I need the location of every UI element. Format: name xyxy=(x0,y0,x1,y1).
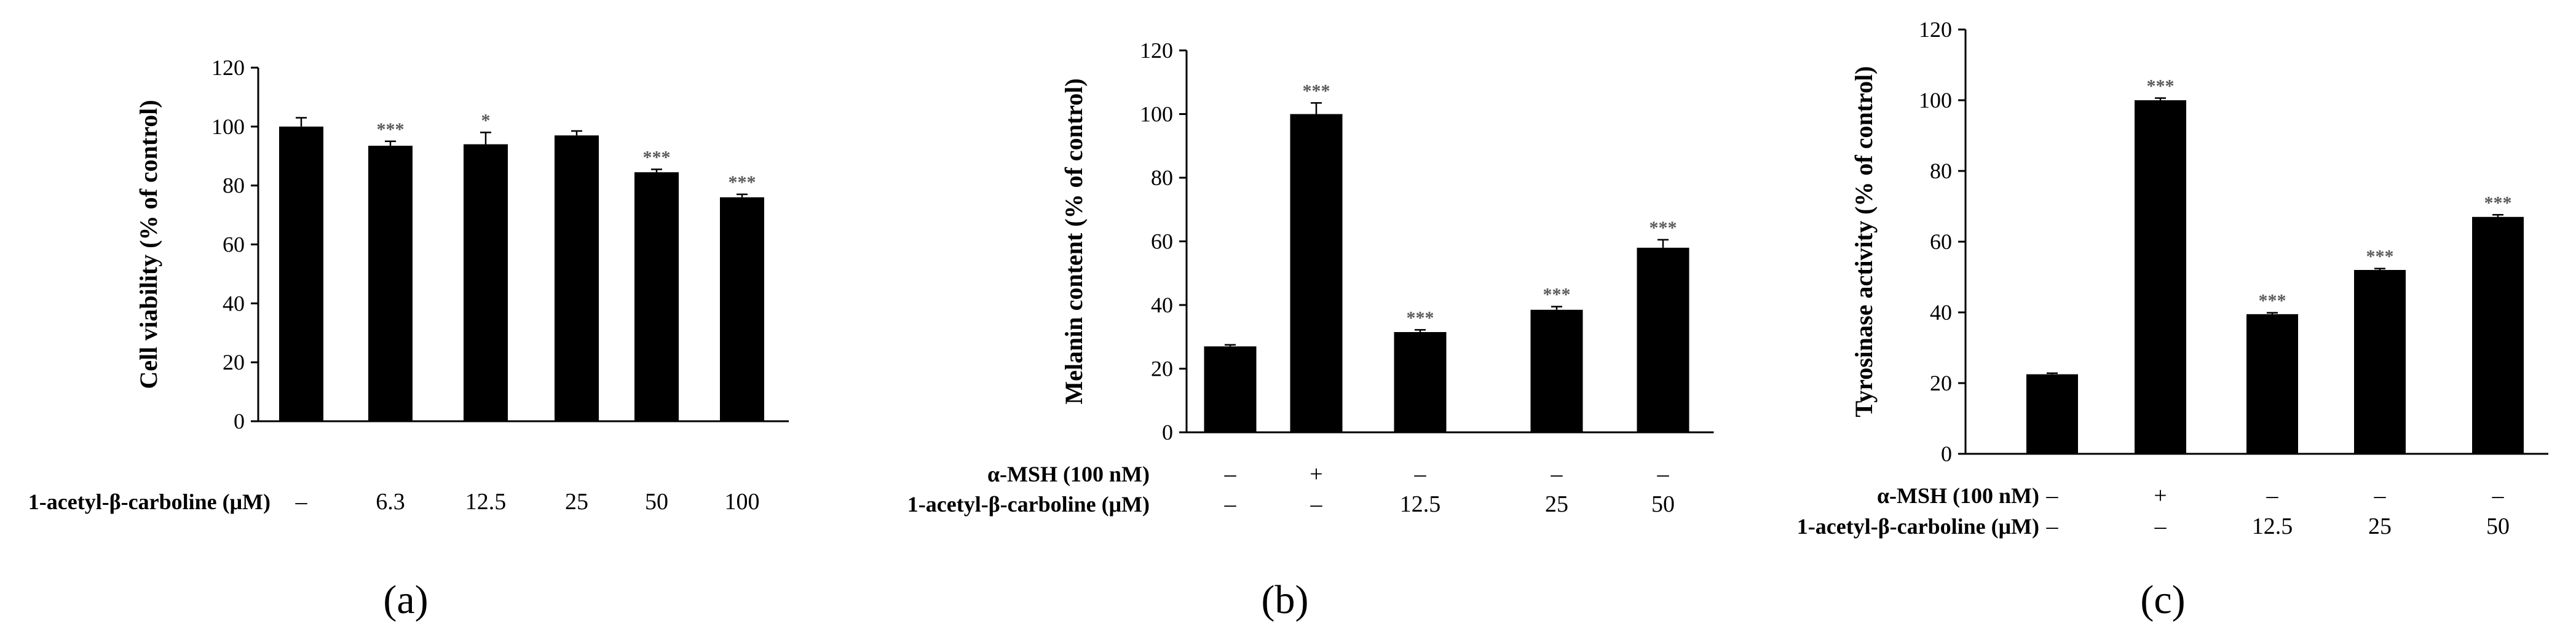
treatment-row-label: α-MSH (100 nM) xyxy=(987,462,1150,486)
y-tick-label: 0 xyxy=(234,409,245,434)
x-tick-label: – xyxy=(1551,461,1563,487)
significance-label: *** xyxy=(729,172,756,192)
x-tick-label: – xyxy=(2492,483,2505,509)
x-tick-label: 6.3 xyxy=(376,489,405,515)
bar xyxy=(368,145,413,421)
significance-label: *** xyxy=(2366,247,2394,267)
y-axis-label: Melanin content (% of control) xyxy=(1060,78,1088,404)
x-tick-label: – xyxy=(1414,461,1427,487)
y-tick-label: 120 xyxy=(1140,38,1173,63)
x-tick-label: 50 xyxy=(645,489,668,515)
x-tick-label: – xyxy=(2374,483,2387,509)
x-tick-label: 100 xyxy=(725,489,760,515)
y-tick-label: 100 xyxy=(1919,88,1952,113)
x-tick-label: – xyxy=(1310,491,1323,517)
bar xyxy=(634,172,679,421)
y-tick-label: 0 xyxy=(1941,442,1952,466)
significance-label: *** xyxy=(1650,218,1677,238)
x-tick-label: 25 xyxy=(1545,491,1568,517)
bar xyxy=(555,135,599,422)
x-tick-label: – xyxy=(2046,483,2059,509)
bar xyxy=(1204,346,1257,432)
bar xyxy=(2026,374,2078,454)
panel-c-chart: 0 20 40 60 80 100 120 Tyrosinase activity (% of… xyxy=(1797,17,2548,622)
bar xyxy=(1530,309,1583,432)
significance-label: *** xyxy=(2147,76,2175,97)
x-tick-label: 12.5 xyxy=(2252,513,2293,539)
bar xyxy=(2472,216,2524,454)
y-tick-label: 80 xyxy=(1151,165,1173,190)
bar xyxy=(720,197,764,421)
bar xyxy=(2135,100,2186,454)
x-tick-label: + xyxy=(1310,461,1322,487)
panel-a-chart: 0 20 40 60 80 100 120 Cell viability (% of cont… xyxy=(28,55,789,622)
significance-label: *** xyxy=(377,119,405,140)
treatment-row-label: 1-acetyl-β-carboline (μM) xyxy=(1797,514,2039,539)
y-tick-label: 0 xyxy=(1162,420,1173,445)
x-tick-label: 12.5 xyxy=(465,489,507,515)
x-tick-label: 25 xyxy=(2368,513,2392,539)
significance-label: *** xyxy=(1407,307,1434,328)
y-axis-label: Tyrosinase activity (% of control) xyxy=(1850,66,1878,417)
x-tick-label: 50 xyxy=(2486,513,2510,539)
panel-b-chart: 0 20 40 60 80 100 120 Melanin content (% of con… xyxy=(907,38,1714,622)
significance-label: *** xyxy=(1543,285,1571,305)
bar xyxy=(2354,270,2406,454)
x-tick-label: – xyxy=(295,489,308,515)
y-tick-label: 20 xyxy=(1930,371,1952,395)
significance-label: *** xyxy=(1303,81,1330,101)
x-tick-label: 50 xyxy=(1651,491,1675,517)
bar xyxy=(1290,114,1343,432)
y-tick-label: 20 xyxy=(1151,357,1173,381)
x-tick-label: – xyxy=(2154,513,2167,539)
y-tick-label: 80 xyxy=(223,173,245,198)
y-tick-label: 20 xyxy=(223,350,245,374)
y-tick-label: 80 xyxy=(1930,159,1952,183)
y-tick-label: 40 xyxy=(1151,293,1173,317)
y-tick-label: 60 xyxy=(223,232,245,257)
bar xyxy=(2246,314,2298,454)
bar xyxy=(279,126,323,422)
x-tick-label: – xyxy=(1224,491,1237,517)
treatment-row-label: α-MSH (100 nM) xyxy=(1877,483,2039,508)
x-tick-label: – xyxy=(1224,461,1237,487)
x-tick-label: 25 xyxy=(565,489,588,515)
treatment-row-label: 1-acetyl-β-carboline (μM) xyxy=(28,489,271,514)
significance-label: *** xyxy=(2484,192,2512,213)
panel-label: (c) xyxy=(2140,577,2185,622)
y-tick-label: 60 xyxy=(1930,229,1952,254)
x-tick-label: 12.5 xyxy=(1400,491,1441,517)
x-tick-label: – xyxy=(2046,513,2059,539)
y-axis-label: Cell viability (% of control) xyxy=(135,100,162,389)
significance-label: * xyxy=(481,110,491,130)
y-tick-label: 40 xyxy=(223,291,245,315)
bar xyxy=(1394,331,1447,432)
x-tick-label: – xyxy=(1657,461,1670,487)
treatment-row-label: 1-acetyl-β-carboline (μM) xyxy=(907,492,1150,517)
y-tick-label: 100 xyxy=(1140,102,1173,127)
y-tick-label: 100 xyxy=(211,114,245,139)
significance-label: *** xyxy=(643,147,671,167)
y-tick-label: 40 xyxy=(1930,300,1952,325)
x-tick-label: – xyxy=(2266,483,2279,509)
bar xyxy=(1637,247,1689,432)
x-tick-label: + xyxy=(2154,483,2167,509)
bar xyxy=(464,144,508,422)
y-tick-label: 60 xyxy=(1151,229,1173,254)
y-tick-label: 120 xyxy=(211,55,245,80)
panel-label: (a) xyxy=(383,577,428,622)
significance-label: *** xyxy=(2259,291,2286,311)
panel-label: (b) xyxy=(1262,577,1309,622)
y-tick-label: 120 xyxy=(1919,17,1952,42)
